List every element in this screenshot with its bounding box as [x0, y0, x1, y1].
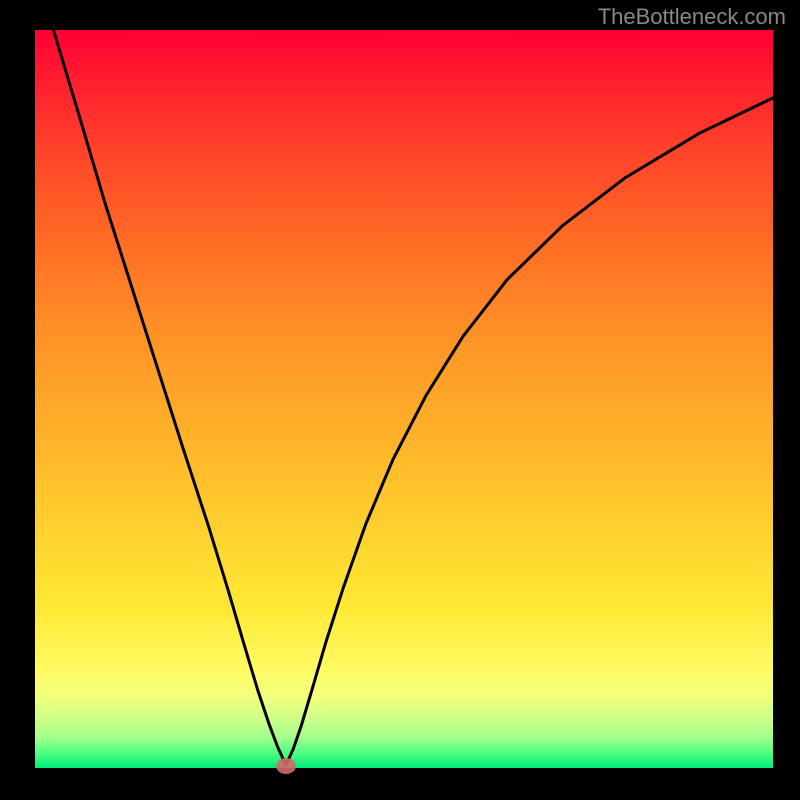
- bottleneck-curve: [53, 30, 773, 765]
- watermark-text: TheBottleneck.com: [598, 4, 786, 30]
- plot-area: [35, 30, 773, 768]
- optimum-marker: [276, 758, 296, 774]
- chart-container: TheBottleneck.com: [0, 0, 800, 800]
- curve-svg: [35, 30, 773, 768]
